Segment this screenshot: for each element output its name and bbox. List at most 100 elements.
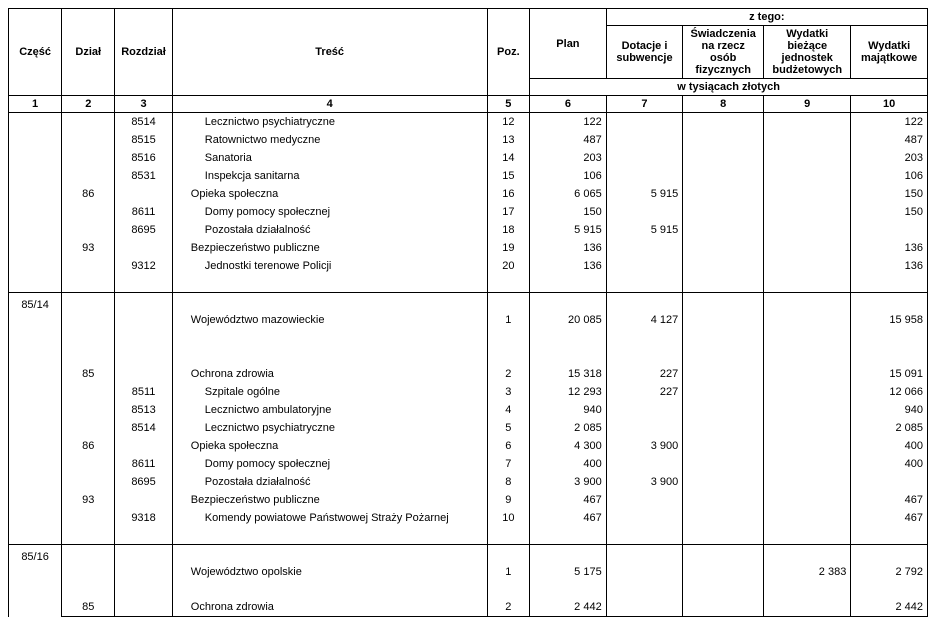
cell	[62, 581, 115, 599]
cell	[683, 545, 764, 563]
colnum-9: 9	[764, 96, 851, 113]
table-body: 8514Lecznictwo psychiatryczne12122122851…	[9, 113, 928, 617]
cell: Domy pomocy społecznej	[172, 455, 487, 473]
cell	[62, 455, 115, 473]
cell: 467	[530, 491, 607, 509]
table-row: 86Opieka społeczna64 3003 900400	[9, 437, 928, 455]
cell	[764, 203, 851, 221]
cell	[606, 131, 683, 149]
cell	[115, 491, 172, 509]
cell: Szpitale ogólne	[172, 383, 487, 401]
cell	[487, 329, 530, 347]
cell: 4	[487, 401, 530, 419]
table-row: 85Ochrona zdrowia22 4422 442	[9, 599, 928, 617]
cell	[62, 527, 115, 545]
cell: 2 442	[530, 599, 607, 617]
cell: Sanatoria	[172, 149, 487, 167]
cell	[487, 581, 530, 599]
table-row	[9, 527, 928, 545]
colnum-1: 1	[9, 96, 62, 113]
cell	[764, 329, 851, 347]
cell: 136	[851, 239, 928, 257]
cell: 8515	[115, 131, 172, 149]
cell	[62, 149, 115, 167]
cell	[606, 545, 683, 563]
cell	[764, 401, 851, 419]
cell	[764, 185, 851, 203]
cell: 2 085	[851, 419, 928, 437]
cell	[683, 167, 764, 185]
table-row: Województwo opolskie15 1752 3832 792	[9, 563, 928, 581]
cell: 3 900	[606, 473, 683, 491]
cell	[764, 545, 851, 563]
cell: 122	[851, 113, 928, 131]
cell	[764, 347, 851, 365]
cell: 106	[851, 167, 928, 185]
cell: 14	[487, 149, 530, 167]
cell	[530, 293, 607, 311]
cell	[683, 527, 764, 545]
cell	[606, 455, 683, 473]
cell	[530, 527, 607, 545]
cell	[851, 347, 928, 365]
cell: 6	[487, 437, 530, 455]
cell: 4 127	[606, 311, 683, 329]
cell: Jednostki terenowe Policji	[172, 257, 487, 275]
cell-czesc: 85/16	[9, 545, 62, 617]
cell	[764, 599, 851, 617]
cell: 106	[530, 167, 607, 185]
cell: 203	[851, 149, 928, 167]
cell: 18	[487, 221, 530, 239]
cell	[683, 437, 764, 455]
cell	[606, 293, 683, 311]
cell	[764, 581, 851, 599]
cell	[606, 239, 683, 257]
cell	[487, 275, 530, 293]
cell: Ratownictwo medyczne	[172, 131, 487, 149]
cell: Województwo opolskie	[172, 563, 487, 581]
table-row: 8514Lecznictwo psychiatryczne12122122	[9, 113, 928, 131]
cell	[851, 473, 928, 491]
cell: 467	[530, 509, 607, 527]
cell	[683, 185, 764, 203]
cell	[172, 293, 487, 311]
cell	[606, 275, 683, 293]
cell	[851, 221, 928, 239]
cell: 86	[62, 185, 115, 203]
cell	[683, 599, 764, 617]
cell	[764, 113, 851, 131]
cell: 400	[851, 437, 928, 455]
cell	[530, 275, 607, 293]
cell	[115, 329, 172, 347]
cell	[62, 329, 115, 347]
cell: 93	[62, 491, 115, 509]
hdr-c7: Dotacje i subwencje	[606, 26, 683, 79]
cell	[62, 293, 115, 311]
table-row: 85/14	[9, 293, 928, 311]
cell	[115, 347, 172, 365]
cell: 227	[606, 365, 683, 383]
table-row: 93Bezpieczeństwo publiczne19136136	[9, 239, 928, 257]
cell	[764, 167, 851, 185]
hdr-c10: Wydatki majątkowe	[851, 26, 928, 79]
cell: 15 318	[530, 365, 607, 383]
cell	[62, 275, 115, 293]
cell: 2 442	[851, 599, 928, 617]
cell	[764, 383, 851, 401]
cell	[606, 563, 683, 581]
table-row: 8611Domy pomocy społecznej7400400	[9, 455, 928, 473]
cell	[683, 113, 764, 131]
cell	[606, 581, 683, 599]
table-row: 8514Lecznictwo psychiatryczne52 0852 085	[9, 419, 928, 437]
cell: 8611	[115, 203, 172, 221]
cell: 3	[487, 383, 530, 401]
cell	[683, 239, 764, 257]
cell	[683, 563, 764, 581]
cell: 1	[487, 563, 530, 581]
cell: 203	[530, 149, 607, 167]
cell	[851, 545, 928, 563]
cell: Komendy powiatowe Państwowej Straży Poża…	[172, 509, 487, 527]
colnum-3: 3	[115, 96, 172, 113]
cell	[115, 365, 172, 383]
cell	[764, 221, 851, 239]
